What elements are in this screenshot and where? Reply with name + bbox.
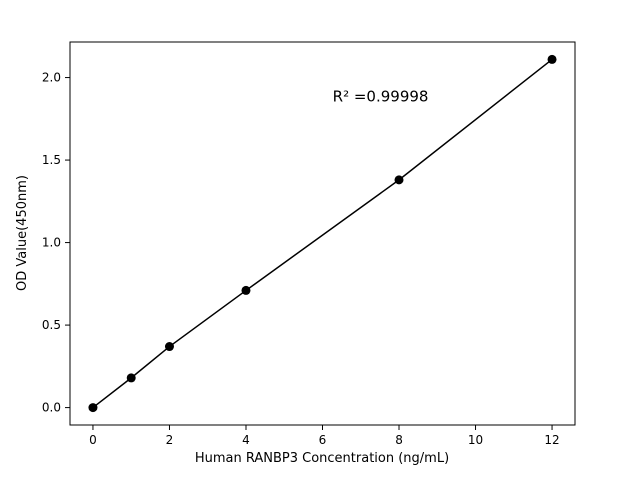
x-tick-label: 10 xyxy=(468,433,483,447)
y-tick-label: 0.0 xyxy=(42,401,61,415)
y-tick-label: 1.0 xyxy=(42,236,61,250)
fit-line xyxy=(92,58,553,409)
r-squared-annotation: R² =0.99998 xyxy=(333,87,429,105)
x-tick-label: 6 xyxy=(319,433,327,447)
x-tick-label: 8 xyxy=(395,433,403,447)
data-point-marker xyxy=(241,285,251,295)
data-point-marker xyxy=(88,403,98,413)
x-tick-label: 12 xyxy=(544,433,559,447)
y-tick-label: 1.5 xyxy=(42,153,61,167)
data-point-marker xyxy=(164,342,174,352)
plot-area: 0 2 4 6 8 10 12 0.0 0.5 1.0 1.5 2.0 xyxy=(42,41,576,447)
plot-frame xyxy=(69,41,576,426)
y-tick-label: 0.5 xyxy=(42,318,61,332)
data-point-marker xyxy=(394,175,404,185)
data-point-marker xyxy=(126,373,136,383)
x-tick-label: 4 xyxy=(242,433,250,447)
x-tick-label: 0 xyxy=(89,433,97,447)
y-axis-label: OD Value(450nm) xyxy=(15,175,30,291)
x-axis-label: Human RANBP3 Concentration (ng/mL) xyxy=(195,451,449,466)
data-point-marker xyxy=(547,54,557,64)
x-tick-label: 2 xyxy=(166,433,174,447)
y-tick-label: 2.0 xyxy=(42,71,61,85)
